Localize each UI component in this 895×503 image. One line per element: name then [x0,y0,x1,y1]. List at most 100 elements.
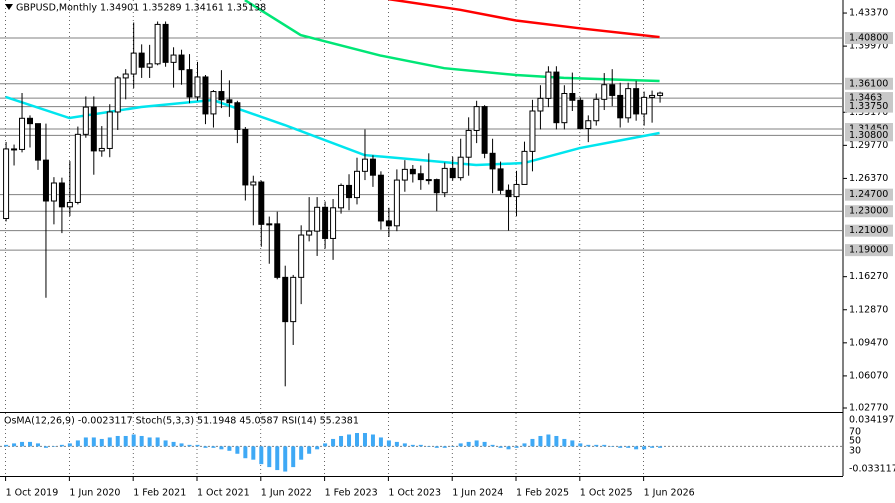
osma-bar [323,443,328,447]
candle-body [330,207,337,239]
osma-bar [498,446,503,448]
candle-body [377,174,384,222]
candle-body [226,99,233,104]
axes: 1 Oct 2019 1 Jun 2020 1 Feb 2021 1 Oct 2021… [5,8,895,499]
osma-bar [171,441,176,447]
candle-body [361,158,368,172]
osma-bar [99,438,104,447]
y-tick-label: 1.39970 [849,41,888,52]
osma-bar [634,446,639,450]
osma-bar [490,444,495,447]
candle-body [425,179,432,182]
osma-bar [442,446,447,448]
osma-bar [570,440,575,447]
candle-body [601,84,608,100]
osma-bar [514,446,519,448]
osma-bar [211,446,216,448]
candle-body [194,76,201,98]
candle-body [369,158,376,176]
osma-bar [482,441,487,447]
indicator-axis-label: 70 [849,427,861,438]
osma-bar [235,446,240,454]
level-label-box [845,100,893,113]
indicator-axis-label: 50 [849,436,861,447]
candle-body [545,71,552,99]
candle-body [633,88,640,115]
candle-body [553,71,560,124]
osma-bar [12,443,17,447]
candle-body [11,148,18,151]
y-tick-label: 1.09470 [849,337,888,348]
osma-bar [187,444,192,447]
moving-average [388,0,660,39]
osma-bar [626,446,631,448]
y-tick-label: 1.12870 [849,304,888,315]
candle-body [314,206,321,232]
candle-body [585,120,592,130]
osma-bar [67,443,72,447]
candle-body [641,96,648,115]
osma-bar [370,434,375,447]
price-pane [0,0,843,412]
indicator-axis-label: -0.033117 [849,464,895,475]
candle-body [106,111,113,149]
x-tick-label: 1 Jun 2020 [69,488,120,499]
candle-body [346,184,353,199]
osma-bar [43,446,48,448]
candle-body [401,168,408,181]
candle-body [170,54,177,63]
candle-body [409,168,416,175]
x-tick-label: 1 Feb 2021 [133,488,186,499]
candle-body [210,91,217,115]
level-label: 1.19000 [849,245,888,256]
level-label: 1.40800 [849,33,888,44]
candle-body [433,179,440,194]
osma-bar [466,441,471,447]
candle-body [266,223,273,226]
level-label-box [845,205,893,218]
candle-body [593,98,600,122]
moving-average [5,95,660,167]
osma-bar [4,444,9,447]
candle-body [58,182,65,208]
candle-body [481,106,488,154]
osma-bar [378,437,383,447]
level-label: 1.36100 [849,78,888,89]
candle-body [521,150,528,185]
osma-bar [243,446,248,459]
osma-bar [426,446,431,447]
candle-body [537,97,544,112]
candle-body [90,106,97,152]
candle-body [529,110,536,152]
osma-bar [59,444,64,447]
candle-body [569,92,576,101]
x-tick-label: 1 Oct 2023 [388,488,441,499]
candle-body [473,106,480,131]
osma-bar [163,440,168,447]
candle-body [609,84,616,96]
osma-bar [35,443,40,447]
candle-body [146,63,153,68]
osma-bar [83,437,88,447]
osma-bar [195,444,200,447]
chart-icon [5,4,13,10]
osma-bar [227,446,232,451]
osma-bar [362,433,367,447]
candle-body [114,77,121,113]
candle-body [202,76,209,115]
candle-body [322,206,329,239]
x-tick-label: 1 Oct 2025 [580,488,633,499]
x-tick-label: 1 Feb 2023 [325,488,378,499]
indicator-axis-label: 0.034197 [849,415,894,426]
osma-bar [139,435,144,447]
level-label: 1.3463 [849,93,882,104]
x-tick-label: 1 Jun 2024 [452,488,503,499]
candle-body [122,73,129,79]
osma-bar [355,433,360,447]
level-label: 1.21000 [849,225,888,236]
osma-bar [418,444,423,447]
indicator-pane [0,413,843,475]
candle-body [66,201,73,208]
candle-body [162,23,169,63]
candle-body [218,91,225,101]
